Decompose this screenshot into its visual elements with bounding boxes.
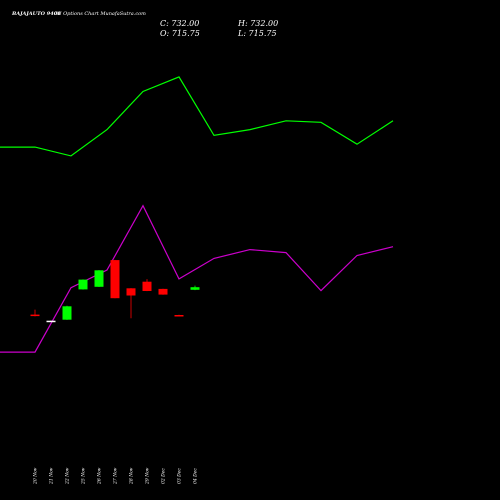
x-tick-label: 02 Dec [161,468,167,484]
x-tick-label: 28 Nov [129,467,135,485]
x-tick-label: 03 Dec [177,468,183,484]
indicator-lines [0,76,394,353]
x-tick-label: 22 Nov [65,467,71,485]
candle-body-9 [158,288,168,295]
indicator-line-2 [0,204,394,353]
x-tick-label: 29 Nov [145,467,151,485]
candle-body-4 [78,279,88,290]
x-tick-label: 26 Nov [97,467,103,485]
x-axis-labels: 20 Nov 21 Nov 22 Nov 25 Nov 26 Nov 27 Nov 28 N… [33,467,199,485]
x-tick-label: 25 Nov [81,467,87,485]
close-label: C: 732.00 [160,19,199,28]
candle-body-1 [30,314,40,317]
x-tick-label: 21 Nov [49,467,55,485]
candle-body-6 [110,260,120,299]
candle-body-2 [46,320,56,323]
candle-body-8 [142,281,152,291]
x-tick-label: 20 Nov [33,467,39,485]
high-label: H: 732.00 [237,19,278,28]
open-label: O: 715.75 [160,29,200,38]
candle-body-10 [174,315,184,317]
chart-title: BAJAJAUTO 9400 [11,11,61,17]
x-tick-label: 27 Nov [113,467,119,485]
low-label: L: 715.75 [237,29,277,38]
candle-body-3 [62,306,72,320]
candles-group [30,259,200,323]
x-tick-label: 04 Dec [193,468,199,484]
candle-body-5 [94,270,104,287]
candle-body-11 [190,287,200,290]
candle-body-7 [126,288,136,296]
indicator-line-1 [0,76,394,157]
chart-subtitle: CE Options Chart MunafaSutra.com [54,11,146,17]
